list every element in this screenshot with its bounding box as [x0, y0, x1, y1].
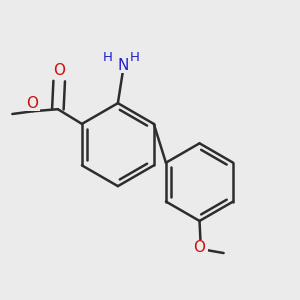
Bar: [100, 50, 116, 65]
Bar: [127, 50, 143, 65]
Text: N: N: [117, 58, 128, 73]
Bar: [191, 240, 208, 255]
Text: O: O: [26, 96, 38, 111]
Text: O: O: [53, 63, 65, 78]
Bar: [51, 63, 67, 78]
Text: O: O: [194, 240, 206, 255]
Bar: [24, 97, 40, 111]
Text: H: H: [130, 51, 140, 64]
Bar: [115, 58, 131, 73]
Text: H: H: [103, 51, 113, 64]
